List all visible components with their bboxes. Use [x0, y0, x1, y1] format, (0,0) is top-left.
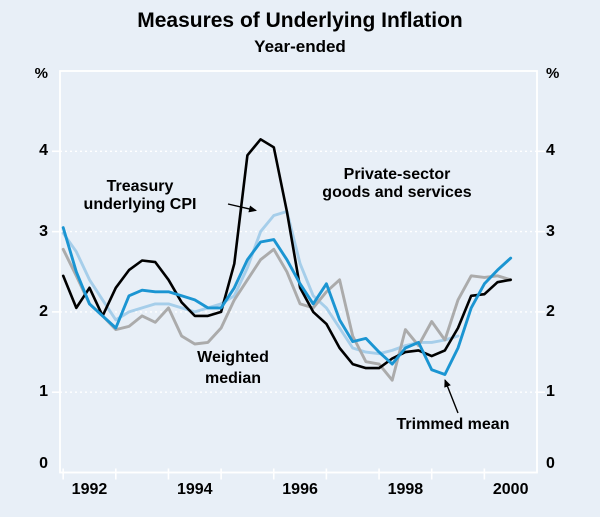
y-axis-label-left-1: 1 — [39, 383, 48, 401]
x-axis-label-1996: 1996 — [282, 481, 318, 498]
annotation-text: median — [204, 370, 261, 387]
y-axis-label-left-2: 2 — [39, 302, 48, 320]
annotation-weighted-median: Weighted median — [133, 347, 333, 389]
x-axis-label-2000: 2000 — [492, 481, 529, 498]
series-line-weighted-median — [61, 247, 513, 382]
series-line-private-sector — [61, 138, 513, 370]
y-axis-label-right-1: 1 — [546, 383, 555, 401]
arrow-to-trimmed-mean-line — [444, 379, 459, 414]
series-line-treasury-underlying — [61, 210, 460, 356]
y-axis-label-right-3: 3 — [546, 222, 555, 240]
y-axis-label-right-4: 4 — [546, 142, 555, 160]
x-axis-label-1992: 1992 — [71, 481, 108, 498]
chart-title: Measures of Underlying Inflation — [137, 9, 463, 32]
annotation-text: Weighted — [197, 349, 269, 366]
plot-frame — [59, 70, 538, 474]
y-axis-label-right-0: 0 — [546, 455, 555, 472]
right-axis-unit-label: % — [546, 65, 560, 82]
annotation-trimmed-mean: Trimmed mean — [353, 416, 553, 434]
annotation-private-sector: Private-sector goods and services — [297, 166, 497, 202]
chart-subtitle: Year-ended — [254, 37, 346, 56]
annotation-text: goods and services — [322, 184, 472, 201]
y-axis-label-left-0: 0 — [39, 455, 48, 472]
y-axis-label-right-2: 2 — [546, 302, 555, 320]
annotation-text: Trimmed mean — [396, 416, 510, 433]
arrow-to-treasury-line — [227, 203, 257, 213]
left-axis-unit-label: % — [34, 65, 48, 82]
annotation-text: Private-sector — [343, 166, 451, 183]
series-line-trimmed-mean — [61, 226, 513, 376]
y-axis-label-left-3: 3 — [39, 222, 48, 240]
annotation-treasury-underlying-cpi: Treasury underlying CPI — [40, 178, 240, 214]
annotation-text: underlying CPI — [83, 196, 197, 213]
annotation-text: Treasury — [106, 178, 174, 195]
x-axis-label-1994: 1994 — [176, 481, 213, 498]
y-axis-label-left-4: 4 — [39, 142, 48, 160]
x-axis-label-1998: 1998 — [387, 481, 424, 498]
